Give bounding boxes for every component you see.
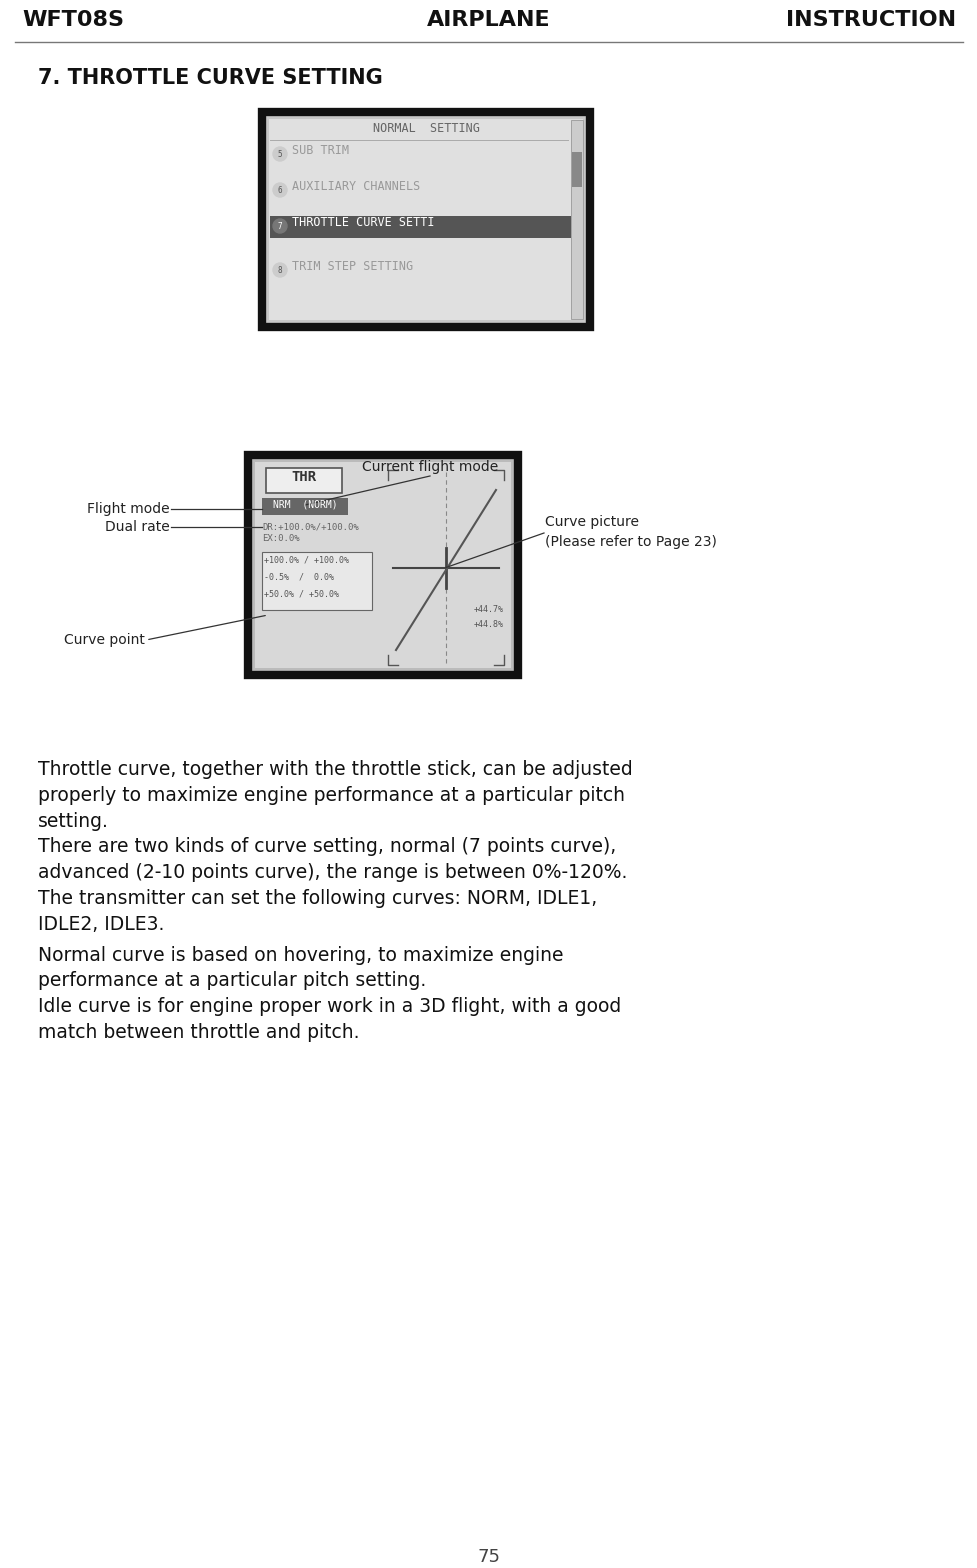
Bar (266, 467, 342, 492)
Text: 6: 6 (277, 185, 282, 194)
Bar (262, 111, 589, 328)
Text: TRIM STEP SETTING: TRIM STEP SETTING (292, 260, 412, 273)
Circle shape (273, 183, 286, 198)
Text: +44.8%: +44.8% (474, 619, 503, 629)
Circle shape (273, 220, 286, 234)
Text: 75: 75 (477, 1548, 500, 1566)
Text: +50.0% / +50.0%: +50.0% / +50.0% (264, 590, 339, 597)
Text: Curve point: Curve point (64, 633, 145, 648)
Bar (572, 152, 581, 187)
Bar (248, 455, 518, 674)
Text: INSTRUCTION: INSTRUCTION (786, 9, 956, 30)
Text: Curve picture
(Please refer to Page 23): Curve picture (Please refer to Page 23) (544, 514, 716, 549)
Text: Throttle curve, together with the throttle stick, can be adjusted
properly to ma: Throttle curve, together with the thrott… (38, 760, 632, 933)
Text: WFT08S: WFT08S (21, 9, 124, 30)
Text: AUXILIARY CHANNELS: AUXILIARY CHANNELS (292, 180, 420, 193)
Text: +44.7%: +44.7% (474, 605, 503, 615)
Text: THR: THR (291, 470, 317, 485)
Text: Current flight mode: Current flight mode (361, 459, 497, 474)
Text: NRM  (NORM): NRM (NORM) (273, 499, 337, 510)
Text: THROTTLE CURVE SETTI: THROTTLE CURVE SETTI (292, 216, 434, 229)
Text: 7. THROTTLE CURVE SETTING: 7. THROTTLE CURVE SETTING (38, 67, 382, 88)
Text: SUB TRIM: SUB TRIM (292, 144, 349, 157)
Bar (255, 463, 510, 668)
Circle shape (273, 147, 286, 162)
Bar (269, 119, 582, 320)
Text: Flight mode: Flight mode (87, 502, 170, 516)
Text: 7: 7 (277, 221, 282, 230)
Circle shape (273, 263, 286, 278)
Bar (571, 121, 582, 318)
Text: NORMAL  SETTING: NORMAL SETTING (372, 122, 479, 135)
Text: DR:+100.0%/+100.0%: DR:+100.0%/+100.0% (262, 522, 359, 532)
Bar (270, 216, 571, 238)
Text: Dual rate: Dual rate (106, 521, 170, 535)
Text: +100.0% / +100.0%: +100.0% / +100.0% (264, 555, 349, 564)
Text: Normal curve is based on hovering, to maximize engine
performance at a particula: Normal curve is based on hovering, to ma… (38, 946, 620, 1041)
Bar (262, 499, 348, 514)
Text: -0.5%  /  0.0%: -0.5% / 0.0% (264, 572, 334, 582)
Text: EX:0.0%: EX:0.0% (262, 535, 299, 543)
Text: 8: 8 (277, 265, 282, 274)
Text: 5: 5 (277, 149, 282, 158)
Bar (262, 552, 371, 610)
Text: AIRPLANE: AIRPLANE (427, 9, 550, 30)
